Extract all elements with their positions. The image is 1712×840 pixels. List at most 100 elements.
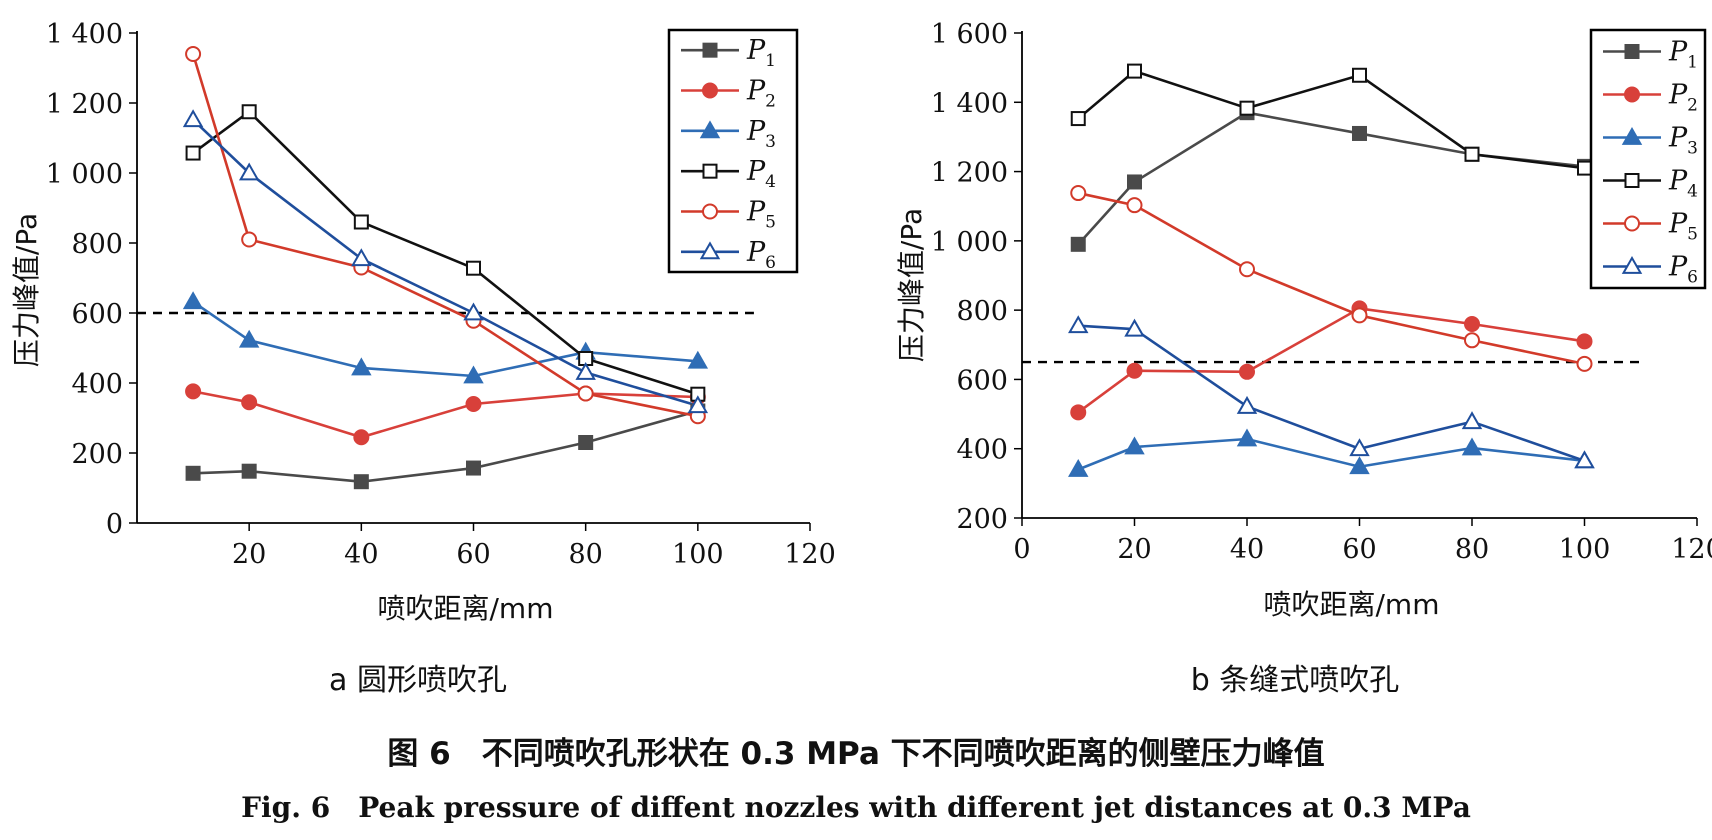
data-point-p6 [1124, 318, 1145, 337]
chart-subtitle: a 圆形喷吹孔 [329, 663, 507, 698]
y-tick-label: 1 400 [931, 88, 1008, 119]
legend-item-p4: P4 [1603, 166, 1698, 202]
data-point-p4 [1070, 111, 1086, 127]
data-point-p6 [182, 109, 204, 128]
data-point-p5 [1576, 355, 1593, 372]
legend-box [1589, 28, 1707, 290]
data-point-p4 [1577, 160, 1592, 176]
series-line-p6 [1078, 324, 1585, 463]
data-point-p4 [241, 104, 257, 120]
data-point-p5 [241, 231, 258, 248]
data-point-p2 [1070, 404, 1087, 421]
y-tick-label: 1 200 [46, 89, 123, 120]
data-point-p6 [1068, 315, 1089, 334]
figure-caption-english: Fig. 6 Peak pressure of diffent nozzles … [241, 791, 1471, 824]
data-point-p6 [575, 361, 596, 380]
legend-label: P5 [746, 197, 776, 233]
y-tick-label: 200 [956, 504, 1008, 535]
y-tick-label: 800 [71, 229, 123, 260]
legend-item-p3: P3 [1603, 123, 1698, 159]
data-point-p1 [1127, 174, 1142, 190]
legend-box [667, 28, 799, 274]
x-tick-label: 40 [344, 539, 378, 570]
y-tick-label: 1 600 [931, 19, 1008, 50]
x-tick-label: 0 [1013, 534, 1030, 565]
chart-subtitle: b 条缝式喷吹孔 [1191, 663, 1400, 698]
y-tick-label: 400 [71, 369, 123, 400]
data-point-p3 [351, 357, 372, 376]
x-tick-label: 100 [672, 539, 724, 570]
data-point-p5 [185, 46, 202, 62]
data-point-p4 [1464, 146, 1480, 162]
legend-label: P2 [746, 76, 776, 112]
legend-marker [1624, 86, 1640, 103]
data-point-p6 [1236, 395, 1258, 414]
x-tick-label: 20 [1117, 534, 1151, 565]
data-point-p2 [353, 429, 370, 446]
data-point-p6 [351, 248, 372, 267]
data-point-p5 [1464, 332, 1480, 349]
legend-item-p5: P5 [1603, 209, 1698, 245]
y-tick-label: 1 000 [46, 159, 123, 190]
legend-item-p1: P1 [681, 35, 776, 71]
legend-marker [702, 82, 718, 99]
y-tick-label: 200 [71, 439, 123, 470]
legend-item-p2: P2 [681, 76, 776, 112]
series-line-p2 [1077, 307, 1585, 414]
data-point-p6 [238, 162, 260, 181]
series-line-p5 [1077, 191, 1585, 366]
data-point-p5 [1239, 261, 1255, 278]
data-point-p6 [463, 302, 484, 321]
data-point-p4 [1127, 63, 1142, 79]
data-point-p4 [1352, 67, 1367, 83]
series-line-p3 [192, 300, 698, 378]
legend: P1 P2 P3 P4 P5 P6 [1589, 28, 1707, 290]
legend-item-p5: P5 [681, 197, 776, 233]
figure-caption-chinese: 图 6 不同喷吹孔形状在 0.3 MPa 下不同喷吹距离的侧壁压力峰值 [387, 736, 1325, 772]
legend-label: P5 [1668, 209, 1698, 245]
y-tick-label: 600 [71, 299, 123, 330]
x-tick-label: 120 [1671, 534, 1712, 565]
legend-item-p4: P4 [681, 156, 776, 192]
data-point-p5 [1351, 307, 1368, 324]
legend-item-p2: P2 [1603, 80, 1698, 116]
legend-label: P3 [746, 116, 776, 152]
legend-label: P3 [1668, 123, 1698, 159]
y-axis-label: 压力峰值/Pa [895, 208, 928, 362]
data-point-p3 [687, 350, 709, 369]
data-point-p2 [185, 383, 202, 400]
legend-item-p1: P1 [1603, 37, 1698, 73]
legend-item-p6: P6 [681, 237, 776, 273]
legend-label: P1 [1668, 37, 1698, 73]
legend-label: P4 [1668, 166, 1698, 202]
legend-marker [1624, 173, 1640, 188]
x-tick-label: 100 [1559, 534, 1611, 565]
x-tick-label: 60 [1342, 534, 1376, 565]
legend-label: P6 [746, 237, 776, 273]
data-point-p2 [465, 396, 482, 412]
data-point-p1 [1352, 125, 1367, 141]
data-point-p1 [353, 474, 369, 490]
y-tick-label: 1 200 [931, 158, 1008, 189]
series-line-p1 [1077, 111, 1585, 246]
data-point-p6 [687, 395, 709, 414]
series-line-p2 [192, 390, 698, 439]
data-point-p4 [466, 260, 481, 276]
y-tick-label: 1 400 [46, 19, 123, 50]
data-point-p3 [238, 329, 260, 348]
y-tick-label: 600 [956, 365, 1008, 396]
x-tick-label: 40 [1230, 534, 1264, 565]
series-line-p6 [192, 118, 699, 407]
series-line-p3 [1077, 437, 1585, 471]
legend-marker [1624, 215, 1640, 232]
data-point-p6 [1349, 438, 1370, 457]
y-tick-label: 800 [956, 296, 1008, 327]
x-tick-label: 80 [1455, 534, 1489, 565]
x-tick-label: 20 [232, 539, 266, 570]
data-point-p5 [577, 385, 594, 402]
data-point-p2 [1464, 316, 1480, 332]
data-point-p3 [182, 291, 204, 310]
legend-marker [1621, 126, 1643, 145]
y-tick-label: 1 000 [931, 227, 1008, 258]
